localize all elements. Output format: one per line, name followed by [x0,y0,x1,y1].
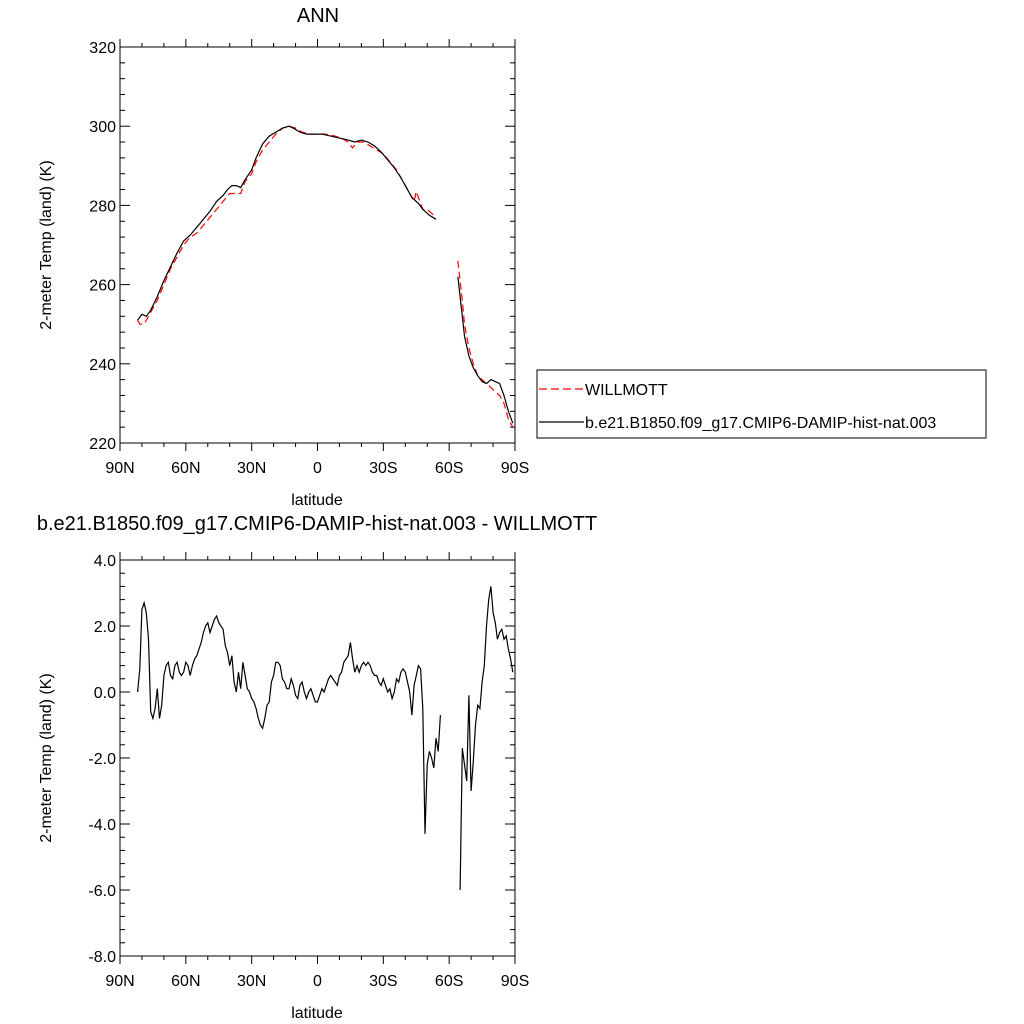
bottom-x-ticks: 90N 60N 30N 0 30S 60S 90S [105,552,529,990]
x-tick-label: 30N [237,973,266,990]
top-series-0-segment-1 [457,260,514,428]
bottom-plot-frame [119,559,516,957]
top-y-axis-label: 2-meter Temp (land) (K) [38,160,55,330]
x-tick-label: 30S [369,460,397,477]
bottom-y-ticks: -8.0 -6.0 -4.0 -2.0 0.0 2.0 4.0 [88,553,515,966]
legend: WILLMOTT b.e21.B1850.f09_g17.CMIP6-DAMIP… [536,369,987,439]
top-x-axis-label: latitude [291,492,343,509]
y-tick-label: 4.0 [94,553,116,570]
x-tick-label: 0 [313,973,322,990]
x-tick-label: 60N [171,460,200,477]
y-tick-label: 280 [89,198,116,215]
legend-label-willmott: WILLMOTT [585,382,668,399]
top-y-ticks: 220 240 260 280 300 320 [89,40,515,453]
y-tick-label: 320 [89,40,116,57]
legend-box [536,369,987,439]
bottom-series-0-segment-1 [459,586,514,891]
y-tick-label: -8.0 [88,949,116,966]
y-tick-label: -2.0 [88,751,116,768]
top-series-1-segment-0 [137,125,437,321]
bottom-y-axis-label: 2-meter Temp (land) (K) [38,673,55,843]
bottom-chart-title: b.e21.B1850.f09_g17.CMIP6-DAMIP-hist-nat… [37,513,597,535]
x-tick-label: 60N [171,973,200,990]
top-series-1-segment-1 [457,276,514,424]
x-tick-label: 90N [105,973,134,990]
bottom-x-axis-label: latitude [291,1005,343,1022]
y-tick-label: 2.0 [94,619,116,636]
x-tick-label: 0 [313,460,322,477]
bottom-panel: b.e21.B1850.f09_g17.CMIP6-DAMIP-hist-nat… [37,513,597,1022]
x-tick-label: 60S [435,460,463,477]
y-tick-label: 260 [89,278,116,295]
x-tick-label: 90S [501,973,529,990]
top-plot-frame [119,46,516,444]
y-tick-label: -4.0 [88,817,116,834]
bottom-series-0-segment-0 [137,600,441,834]
y-tick-label: 220 [89,436,116,453]
y-tick-label: 0.0 [94,685,116,702]
y-tick-label: 300 [89,119,116,136]
bottom-plot-lines [137,586,514,891]
top-series-0-segment-0 [137,125,437,325]
x-tick-label: 30S [369,973,397,990]
y-tick-label: 240 [89,357,116,374]
legend-label-model: b.e21.B1850.f09_g17.CMIP6-DAMIP-hist-nat… [585,415,936,432]
x-tick-label: 90S [501,460,529,477]
x-tick-label: 90N [105,460,134,477]
y-tick-label: -6.0 [88,883,116,900]
x-tick-label: 60S [435,973,463,990]
top-chart-title: ANN [297,5,339,27]
x-tick-label: 30N [237,460,266,477]
top-x-ticks: 90N 60N 30N 0 30S 60S 90S [105,39,529,477]
top-plot-lines [137,125,514,428]
